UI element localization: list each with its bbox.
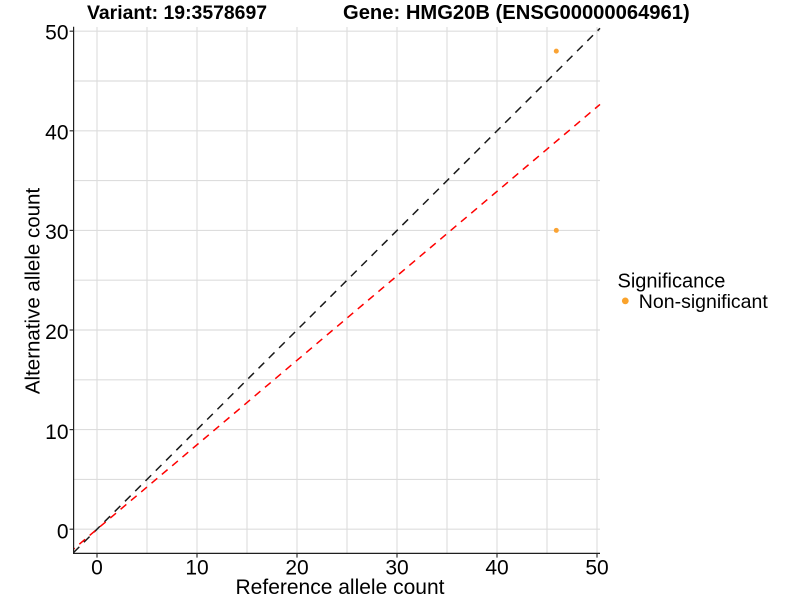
svg-text:30: 30 bbox=[45, 221, 68, 244]
svg-text:50: 50 bbox=[585, 556, 608, 579]
svg-text:40: 40 bbox=[485, 556, 508, 579]
svg-text:0: 0 bbox=[57, 521, 69, 544]
svg-text:Alternative allele count: Alternative allele count bbox=[21, 188, 44, 395]
svg-text:Significance: Significance bbox=[618, 271, 726, 293]
svg-text:0: 0 bbox=[91, 556, 103, 579]
svg-text:30: 30 bbox=[385, 556, 408, 579]
svg-text:20: 20 bbox=[45, 321, 68, 344]
svg-text:10: 10 bbox=[185, 556, 208, 579]
svg-text:Non-significant: Non-significant bbox=[639, 291, 769, 313]
svg-text:Variant: 19:3578697: Variant: 19:3578697 bbox=[87, 2, 267, 24]
svg-text:10: 10 bbox=[45, 421, 68, 444]
svg-text:50: 50 bbox=[45, 21, 68, 44]
svg-text:Gene: HMG20B (ENSG00000064961): Gene: HMG20B (ENSG00000064961) bbox=[343, 2, 690, 24]
svg-text:40: 40 bbox=[45, 121, 68, 144]
svg-text:Reference allele count: Reference allele count bbox=[236, 576, 445, 599]
svg-text:20: 20 bbox=[285, 556, 308, 579]
